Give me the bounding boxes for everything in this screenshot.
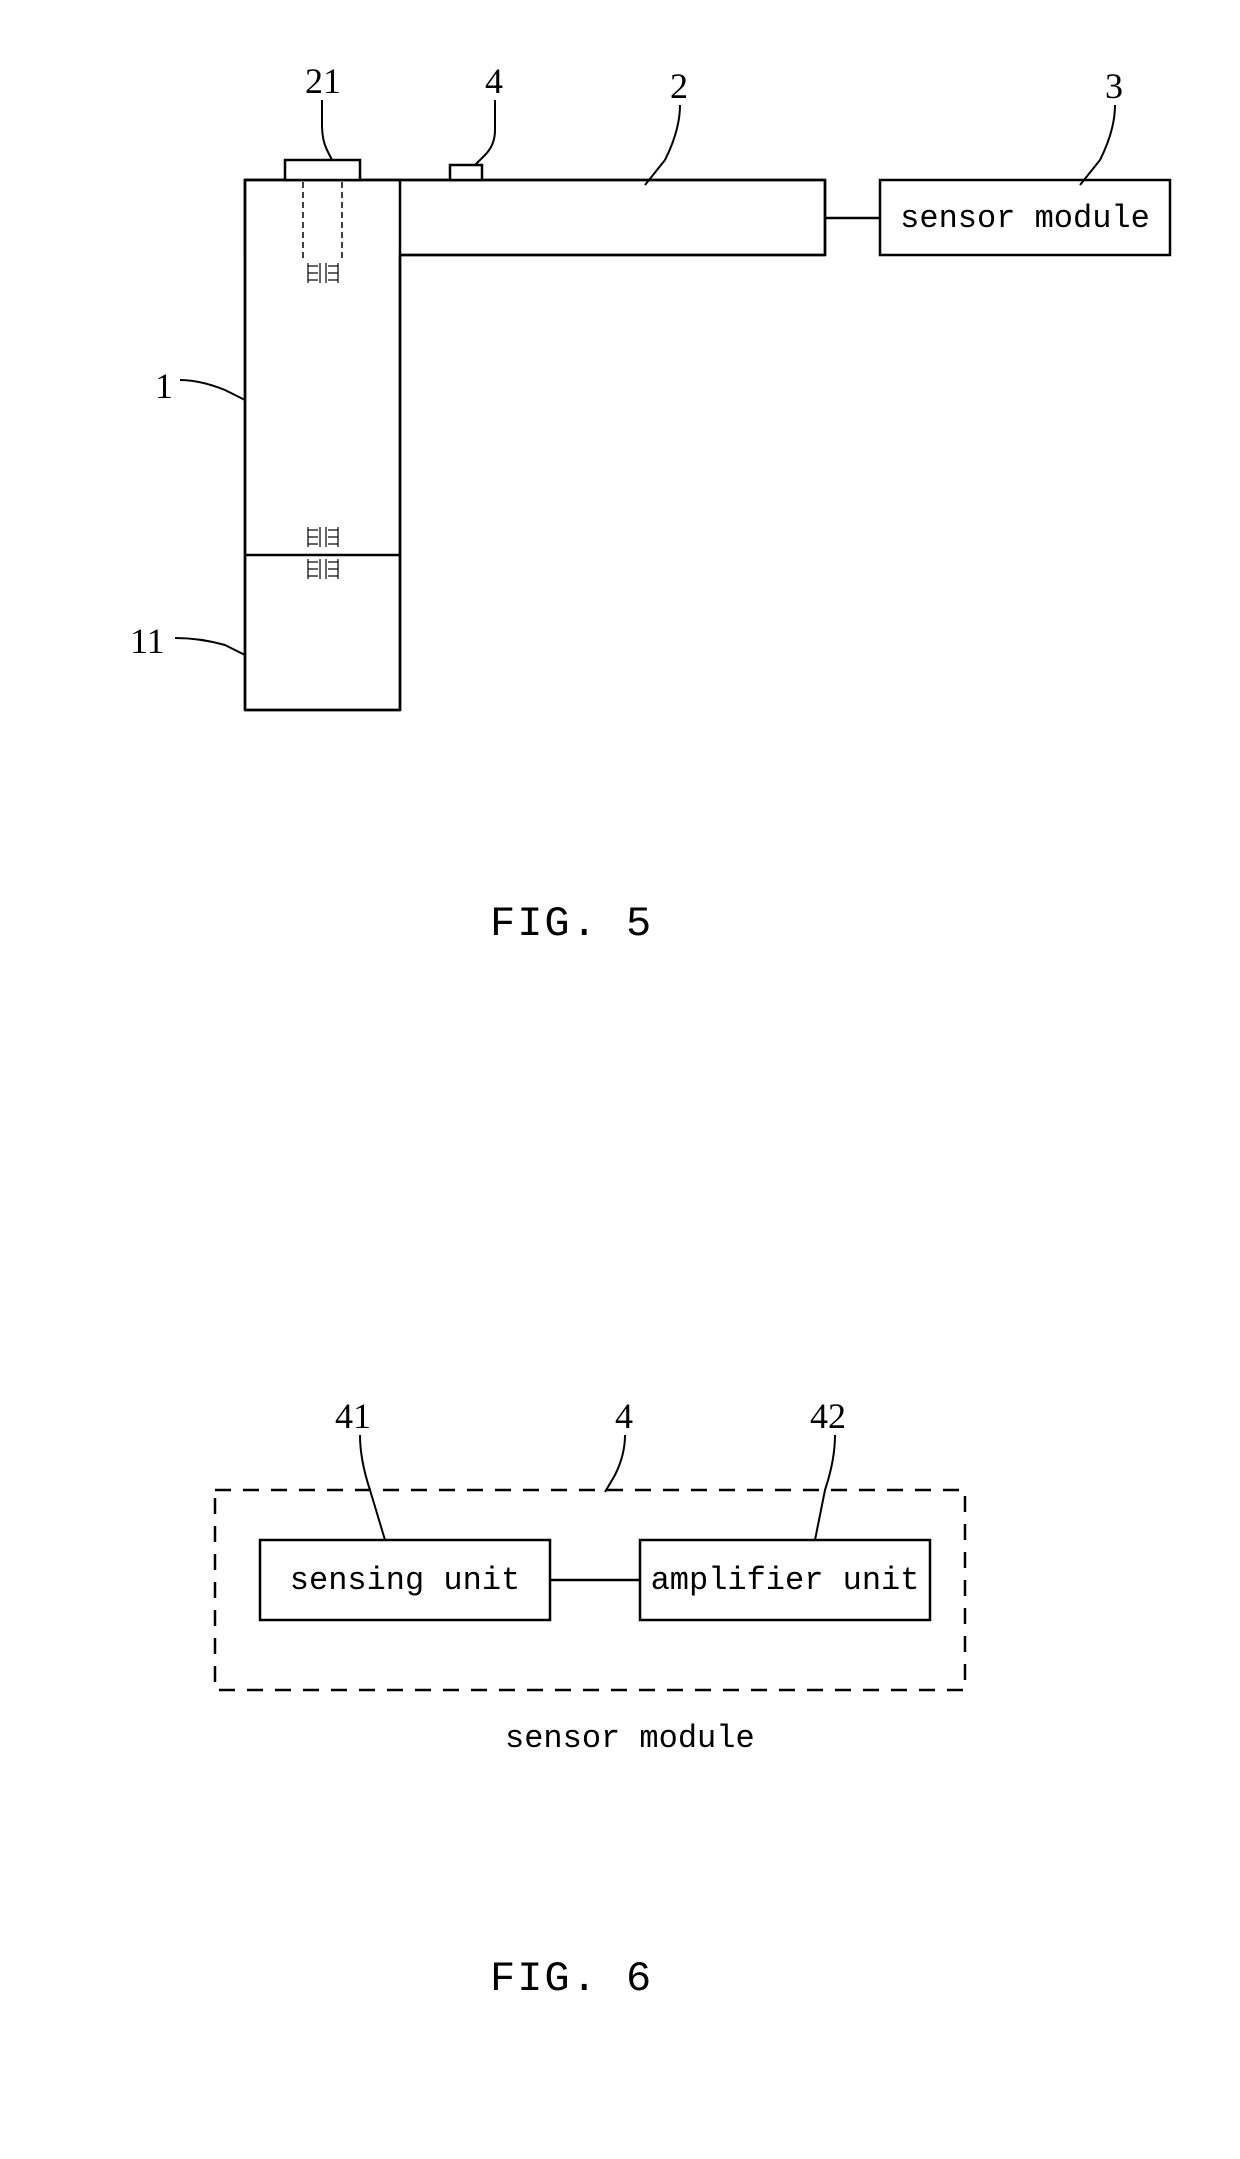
label-41: 41 <box>335 1395 371 1437</box>
sensor-module-label-text: sensor module <box>505 1720 755 1757</box>
fig6-svg <box>0 0 1240 2159</box>
amplifier-unit-text: amplifier unit <box>640 1562 930 1599</box>
leader-41 <box>360 1435 385 1540</box>
label-42: 42 <box>810 1395 846 1437</box>
sensing-unit-text: sensing unit <box>260 1562 550 1599</box>
fig6-caption: FIG. 6 <box>490 1955 653 2003</box>
label-4-fig6: 4 <box>615 1395 633 1437</box>
leader-42 <box>815 1435 835 1540</box>
leader-4-fig6 <box>605 1435 625 1492</box>
